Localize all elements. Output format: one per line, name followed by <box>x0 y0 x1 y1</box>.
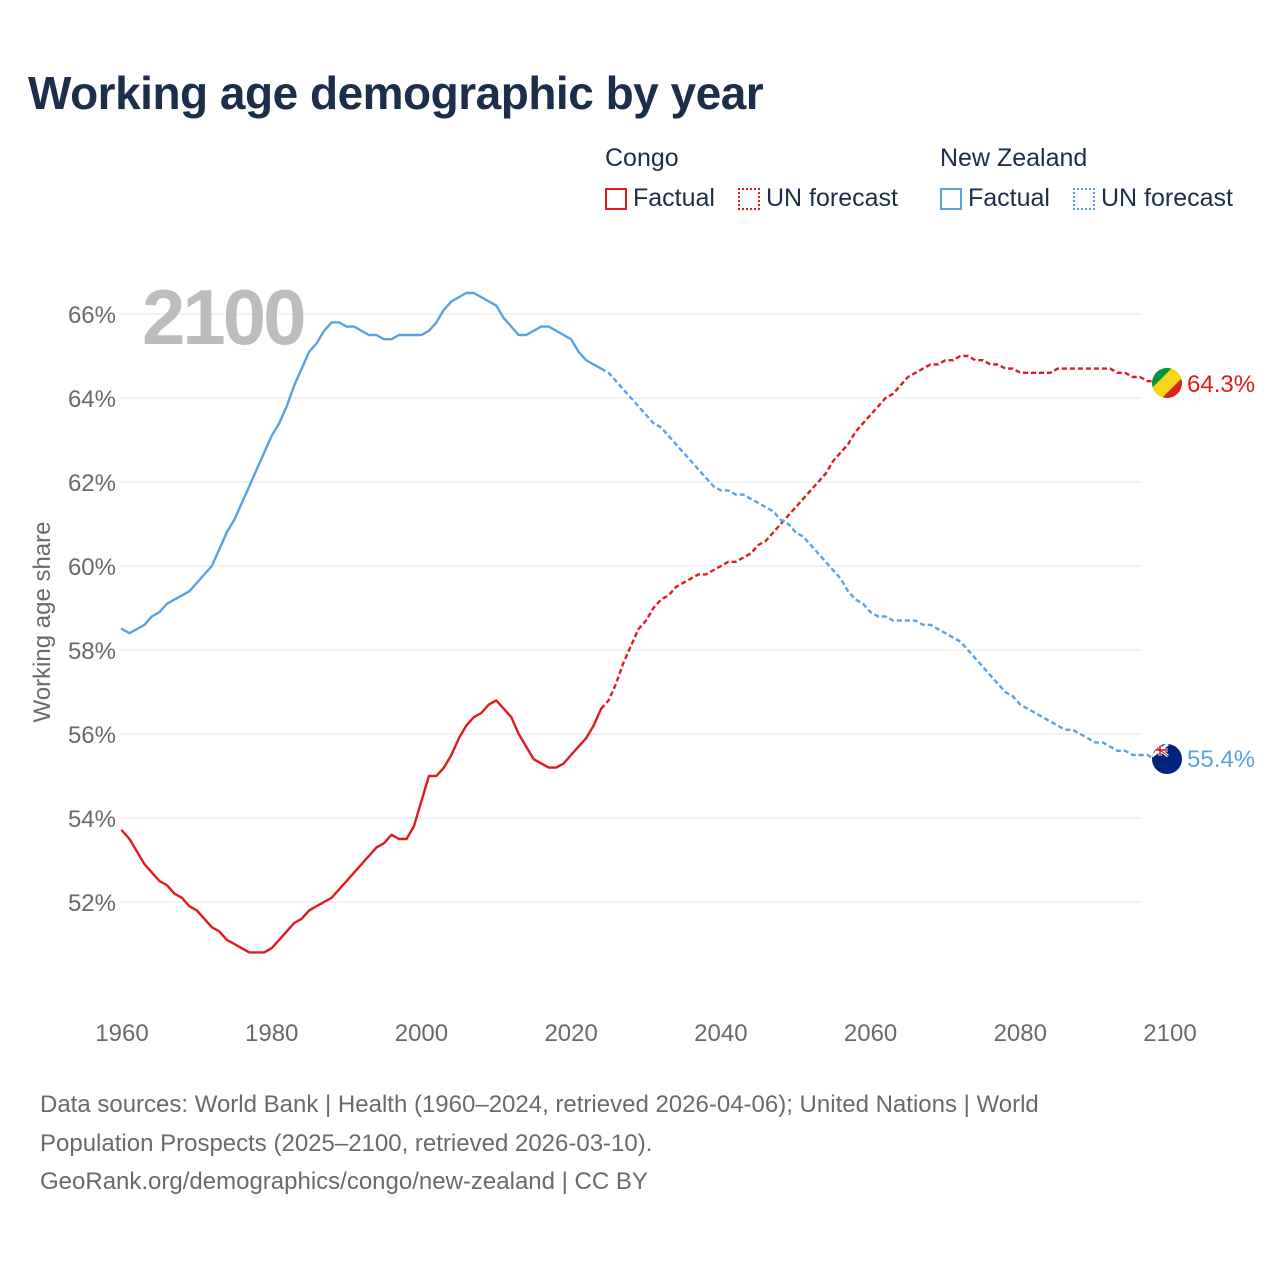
congo-end-label: 64.3% <box>1187 371 1255 398</box>
legend-swatch-solid <box>605 187 627 210</box>
data-sources: Data sources: World Bank | Health (1960–… <box>40 1086 1200 1202</box>
y-axis-title: Working age share <box>29 522 56 723</box>
new-zealand-flag-marker <box>1152 744 1182 774</box>
legend-label: Factual <box>968 184 1050 212</box>
year-watermark: 2100 <box>142 273 304 361</box>
legend-swatch-solid <box>940 187 962 210</box>
x-tick-label: 2080 <box>994 1020 1047 1047</box>
legend-nz-forecast[interactable]: UN forecast <box>1073 184 1233 213</box>
chart-plot: 2100 52% 54% 56% 58% 60% 62% 64% 66% 1960 1980 20… <box>29 273 1255 1047</box>
legend-congo-factual[interactable]: Factual <box>605 184 715 213</box>
x-tick-label: 2020 <box>544 1020 597 1047</box>
congo-factual-line[interactable] <box>120 699 603 954</box>
sources-line-1: Data sources: World Bank | Health (1960–… <box>40 1091 1039 1118</box>
y-tick-label: 64% <box>68 386 116 413</box>
y-tick-label: 66% <box>68 302 116 329</box>
y-tick-label: 58% <box>68 638 116 665</box>
new-zealand-end-label: 55.4% <box>1187 746 1255 773</box>
x-tick-label: 2060 <box>844 1020 897 1047</box>
x-tick-label: 1980 <box>245 1020 298 1047</box>
chart-title: Working age demographic by year <box>28 67 764 119</box>
legend-label: UN forecast <box>766 184 898 212</box>
legend-label: Factual <box>633 184 715 212</box>
legend-congo-forecast[interactable]: UN forecast <box>738 184 898 213</box>
legend-group-congo: Congo <box>605 144 679 172</box>
legend-nz-factual[interactable]: Factual <box>940 184 1050 213</box>
legend-label: UN forecast <box>1101 184 1233 212</box>
congo-flag-marker <box>1152 368 1182 398</box>
x-tick-label: 2100 <box>1143 1020 1196 1047</box>
sources-line-2: Population Prospects (2025–2100, retriev… <box>40 1129 653 1157</box>
new-zealand-forecast-line[interactable] <box>600 367 1170 761</box>
y-tick-label: 56% <box>68 722 116 749</box>
sources-attribution[interactable]: GeoRank.org/demographics/congo/new-zeala… <box>40 1168 648 1195</box>
y-tick-label: 62% <box>68 470 116 497</box>
new-zealand-factual-line[interactable] <box>120 291 603 635</box>
y-tick-label: 54% <box>68 806 116 833</box>
x-tick-label: 2000 <box>395 1020 448 1047</box>
x-tick-label: 2040 <box>694 1020 747 1047</box>
y-tick-label: 60% <box>68 554 116 581</box>
y-tick-label: 52% <box>68 890 116 917</box>
legend-swatch-dotted <box>1073 187 1095 210</box>
x-tick-label: 1960 <box>95 1020 148 1047</box>
legend-swatch-dotted <box>738 187 760 210</box>
legend-group-new-zealand: New Zealand <box>940 144 1088 172</box>
congo-forecast-line[interactable] <box>600 354 1170 710</box>
